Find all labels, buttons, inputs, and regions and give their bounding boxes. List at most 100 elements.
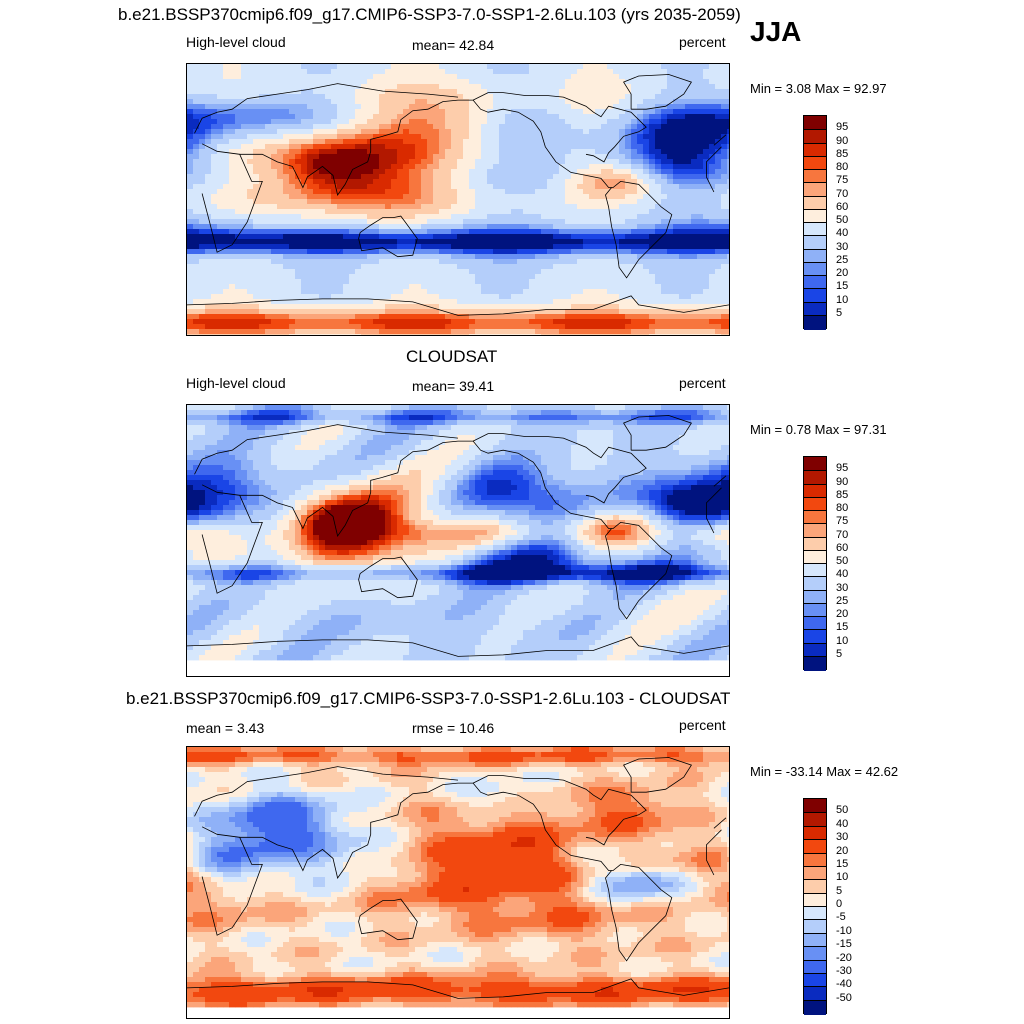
colorbar-swatch xyxy=(804,483,826,499)
colorbar-swatch xyxy=(804,799,826,813)
coastline xyxy=(458,99,673,279)
colorbar-tick-label: 95 xyxy=(836,121,849,134)
colorbar-tick-label: 40 xyxy=(836,568,849,581)
colorbar-tick-label: 80 xyxy=(836,161,849,173)
colorbar-swatch xyxy=(804,986,826,1002)
panel-2-colorbar xyxy=(803,456,827,671)
colorbar-tick-label: 60 xyxy=(836,541,849,554)
colorbar-tick-label: -15 xyxy=(836,938,852,951)
colorbar-swatch xyxy=(804,261,826,277)
colorbar-tick-label: 10 xyxy=(836,634,849,647)
colorbar-swatch xyxy=(804,470,826,485)
colorbar-tick-label: 15 xyxy=(836,280,849,293)
colorbar-swatch xyxy=(804,248,826,264)
colorbar-swatch xyxy=(804,301,826,317)
coastline xyxy=(358,556,418,599)
colorbar-tick-label: -40 xyxy=(836,978,852,991)
colorbar-tick-label: 30 xyxy=(836,831,849,844)
colorbar-swatch xyxy=(804,839,826,854)
colorbar-swatch xyxy=(804,655,826,671)
colorbar-swatch xyxy=(804,536,826,552)
colorbar-swatch xyxy=(804,116,826,130)
panel-3-rmse-label: rmse = 10.46 xyxy=(412,720,495,736)
colorbar-tick-label: 70 xyxy=(836,528,849,541)
colorbar-tick-label: 10 xyxy=(836,293,849,306)
colorbar-swatch xyxy=(804,825,826,841)
colorbar-swatch xyxy=(804,919,826,935)
coastline xyxy=(472,775,647,846)
colorbar-tick-label: -20 xyxy=(836,951,852,964)
colorbar-tick-label: 25 xyxy=(836,253,849,266)
coastline xyxy=(201,826,722,936)
coastline xyxy=(201,143,722,253)
panel-1-minmax-label: Min = 3.08 Max = 92.97 xyxy=(750,81,887,96)
colorbar-swatch xyxy=(804,812,826,828)
colorbar-tick-label: 60 xyxy=(836,200,849,213)
colorbar-swatch xyxy=(804,959,826,975)
colorbar-swatch xyxy=(804,275,826,290)
colorbar-tick-label: 5 xyxy=(836,306,843,319)
colorbar-tick-label: -50 xyxy=(836,991,852,1004)
coastline xyxy=(239,99,459,196)
colorbar-swatch xyxy=(804,208,826,224)
colorbar-swatch xyxy=(804,629,826,644)
colorbar-tick-label: 40 xyxy=(836,227,849,240)
colorbar-swatch xyxy=(804,932,826,948)
field-cells xyxy=(187,747,729,1008)
colorbar-tick-label: 70 xyxy=(836,187,849,200)
colorbar-tick-label: 10 xyxy=(836,871,849,884)
colorbar-tick-label: 5 xyxy=(836,884,843,897)
panel-3-units-label: percent xyxy=(679,717,726,733)
colorbar-tick-label: 50 xyxy=(836,555,849,567)
colorbar-tick-label: 25 xyxy=(836,594,849,607)
colorbar-swatch xyxy=(804,563,826,578)
colorbar-swatch xyxy=(804,852,826,868)
coastline xyxy=(187,978,729,999)
colorbar-tick-label: 95 xyxy=(836,462,849,475)
coastline xyxy=(194,766,727,829)
panel-3-minmax-label: Min = -33.14 Max = 42.62 xyxy=(750,764,899,779)
panel-1-map xyxy=(186,63,730,336)
coastline xyxy=(187,295,729,316)
colorbar-swatch xyxy=(804,972,826,988)
colorbar-swatch xyxy=(804,510,826,525)
colorbar-tick-label: 30 xyxy=(836,240,849,253)
colorbar-swatch xyxy=(804,222,826,237)
colorbar-swatch xyxy=(804,314,826,330)
colorbar-swatch xyxy=(804,576,826,591)
colorbar-swatch xyxy=(804,496,826,512)
panel-2-title: CLOUDSAT xyxy=(406,347,498,366)
colorbar-tick-label: 20 xyxy=(836,844,849,857)
colorbar-tick-label: 5 xyxy=(836,647,843,660)
colorbar-swatch xyxy=(804,195,826,211)
panel-2-map xyxy=(186,404,730,677)
panel-3-mean-label: mean = 3.43 xyxy=(186,720,265,736)
panel-2-mean-label: mean= 39.41 xyxy=(412,378,495,394)
coastline xyxy=(239,782,459,879)
colorbar-swatch xyxy=(804,549,826,565)
colorbar-swatch xyxy=(804,642,826,658)
panel-1-variable-label: High-level cloud xyxy=(186,34,286,50)
panel-3-colorbar xyxy=(803,798,827,1015)
colorbar-tick-label: 50 xyxy=(836,214,849,226)
coastline xyxy=(472,92,647,163)
panel-1-mean-label: mean= 42.84 xyxy=(412,37,495,53)
colorbar-swatch xyxy=(804,235,826,250)
colorbar-swatch xyxy=(804,182,826,197)
colorbar-swatch xyxy=(804,155,826,171)
colorbar-swatch xyxy=(804,906,826,921)
panel-1-units-label: percent xyxy=(679,34,726,50)
colorbar-tick-label: 75 xyxy=(836,174,849,187)
coastline xyxy=(201,484,722,594)
coastline xyxy=(623,757,693,793)
coastline xyxy=(194,424,727,487)
colorbar-tick-label: 20 xyxy=(836,267,849,279)
colorbar-swatch xyxy=(804,523,826,538)
colorbar-tick-label: -10 xyxy=(836,924,852,937)
colorbar-tick-label: 75 xyxy=(836,515,849,528)
coastline xyxy=(358,215,418,258)
colorbar-swatch xyxy=(804,169,826,184)
colorbar-tick-label: 80 xyxy=(836,502,849,514)
colorbar-swatch xyxy=(804,129,826,144)
colorbar-swatch xyxy=(804,602,826,618)
